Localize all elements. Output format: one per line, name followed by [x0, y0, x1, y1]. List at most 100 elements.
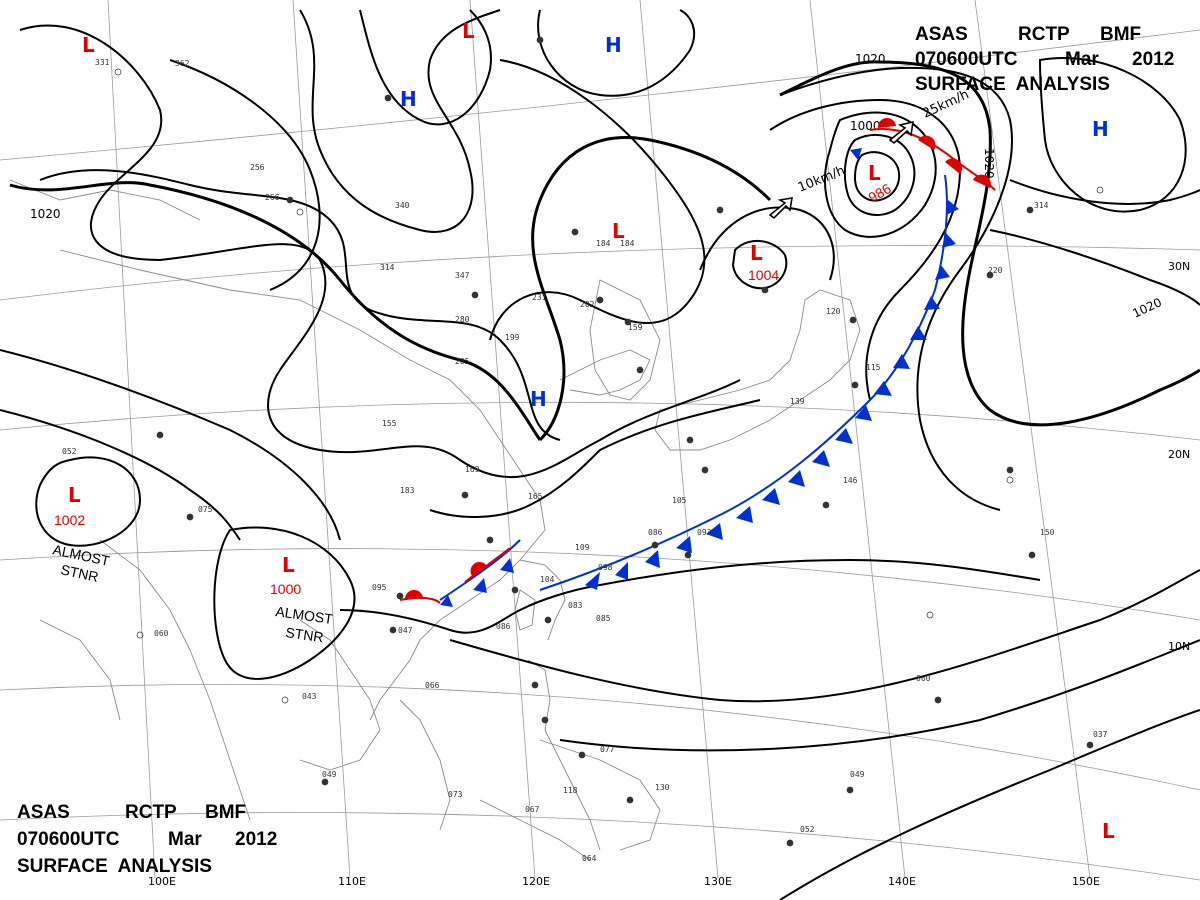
station-value: 104 [540, 575, 555, 584]
header-top: ASAS RCTP BMF 070600UTC Mar 2012 SURFACE… [915, 24, 1174, 95]
low-center-sw-china: L [282, 553, 295, 577]
header-bottom: ASAS RCTP BMF 070600UTC Mar 2012 SURFACE… [17, 802, 277, 877]
station-value: 093 [697, 528, 712, 537]
high-center-mongolia: H [400, 87, 417, 111]
longitude-labels: 100E 110E 120E 130E 140E 150E [148, 875, 1100, 888]
header-bottom-year: 2012 [235, 829, 277, 850]
latitude-labels: 30N 20N 10N [1168, 260, 1190, 653]
station-value: 159 [628, 323, 643, 332]
isobar-label-1000: 1000 [850, 119, 881, 133]
station-value: 086 [496, 622, 511, 631]
header-top-code: BMF [1100, 24, 1141, 45]
station-value: 064 [582, 854, 597, 863]
station-value: 109 [575, 543, 590, 552]
lon-label-100e: 100E [148, 875, 176, 888]
station-value: 077 [600, 745, 615, 754]
station-plots [114, 36, 1104, 847]
station-value: 280 [455, 315, 470, 324]
station-value: 155 [382, 419, 397, 428]
station-value: 347 [455, 271, 470, 280]
station-value: 052 [62, 447, 77, 456]
header-top-title: SURFACE ANALYSIS [915, 74, 1110, 95]
low-center-nw: L [82, 33, 95, 57]
low-note-sw-line2: STNR [285, 624, 325, 645]
lat-label-30n: 30N [1168, 260, 1190, 273]
station-value: 120 [826, 307, 841, 316]
low-pressure-sw-china: 1000 [270, 581, 301, 597]
warm-front [399, 117, 996, 604]
station-value: 067 [525, 805, 540, 814]
isobars-1020 [9, 60, 1200, 442]
station-value: 256 [250, 163, 265, 172]
station-value: 314 [380, 263, 395, 272]
station-value: 098 [598, 563, 613, 572]
station-value: 184 [596, 239, 611, 248]
station-value: 060 [154, 629, 169, 638]
station-value: 118 [563, 786, 578, 795]
station-value: 115 [866, 363, 881, 372]
station-value: 073 [448, 790, 463, 799]
low-note-tibet-line2: STNR [59, 561, 100, 585]
isobar-label-1020-right-upper: 1020 [982, 148, 996, 179]
station-value: 362 [175, 59, 190, 68]
station-value: 049 [850, 770, 865, 779]
station-value: 169 [465, 465, 480, 474]
low-center-japan: L [868, 161, 881, 185]
station-value: 095 [372, 583, 387, 592]
header-top-station: RCTP [1018, 24, 1070, 45]
station-value: 085 [596, 614, 611, 623]
lon-label-140e: 140E [888, 875, 916, 888]
header-top-source: ASAS [915, 24, 968, 45]
lon-label-130e: 130E [704, 875, 732, 888]
movement-arrow-japan-low [888, 120, 914, 145]
station-value: 083 [568, 601, 583, 610]
lon-label-110e: 110E [338, 875, 366, 888]
lon-label-150e: 150E [1072, 875, 1100, 888]
station-value: 183 [400, 486, 415, 495]
station-values: 331 362 256 266 340 314 347 280 199 231 … [62, 58, 1108, 863]
station-value: 139 [790, 397, 805, 406]
station-value: 043 [302, 692, 317, 701]
isobar-label-1020-left: 1020 [30, 207, 61, 221]
header-bottom-title: SURFACE ANALYSIS [17, 856, 212, 877]
station-value: 037 [1093, 730, 1108, 739]
header-bottom-month: Mar [168, 829, 202, 850]
high-center-north: H [605, 33, 622, 57]
lat-label-20n: 20N [1168, 448, 1190, 461]
station-value: 146 [843, 476, 858, 485]
station-value: 086 [648, 528, 663, 537]
header-bottom-station: RCTP [125, 802, 177, 823]
station-value: 052 [800, 825, 815, 834]
isobars [0, 9, 1200, 900]
station-value: 049 [322, 770, 337, 779]
movement-arrows [768, 120, 914, 220]
header-bottom-source: ASAS [17, 802, 70, 823]
high-center-ne: H [1092, 117, 1109, 141]
station-value: 199 [505, 333, 520, 342]
lon-label-120e: 120E [522, 875, 550, 888]
header-top-year: 2012 [1132, 49, 1174, 70]
low-center-china: L [612, 219, 625, 243]
station-value: 060 [916, 674, 931, 683]
station-value: 220 [988, 266, 1003, 275]
station-value: 165 [528, 492, 543, 501]
station-value: 205 [455, 357, 470, 366]
pressure-centers: L L H H H L L 1004 L 986 H L 1002 ALMOST… [51, 19, 1115, 843]
station-value: 340 [395, 201, 410, 210]
station-value: 231 [532, 293, 547, 302]
low-center-north: L [462, 19, 475, 43]
low-pressure-tibet: 1002 [54, 512, 85, 528]
station-value: 314 [1034, 201, 1049, 210]
station-value: 202 [580, 300, 595, 309]
lat-label-10n: 10N [1168, 640, 1190, 653]
header-bottom-code: BMF [205, 802, 246, 823]
header-top-time: 070600UTC [915, 49, 1018, 70]
station-value: 075 [198, 505, 213, 514]
station-value: 066 [425, 681, 440, 690]
station-value: 266 [265, 193, 280, 202]
station-value: 184 [620, 239, 635, 248]
station-value: 150 [1040, 528, 1055, 537]
low-center-korea: L [750, 241, 763, 265]
high-center-yellow-sea: H [530, 387, 547, 411]
